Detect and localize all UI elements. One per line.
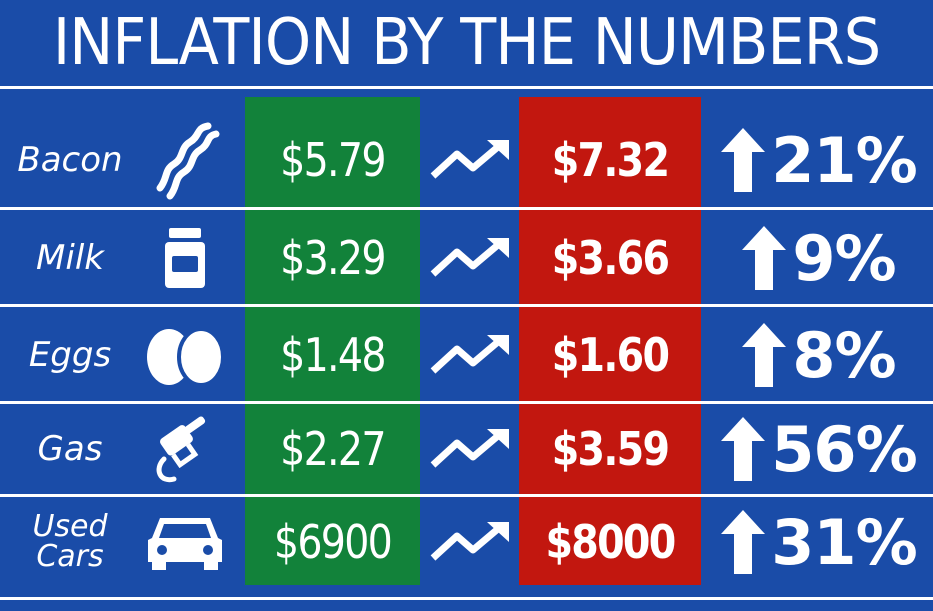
divider: [0, 86, 933, 89]
table-row: Eggs $1.48 $1.60 8%: [0, 309, 933, 401]
page-title: INFLATION BY THE NUMBERS: [52, 6, 881, 80]
new-price: $7.32: [551, 133, 670, 187]
up-arrow-icon: [721, 128, 766, 192]
new-price: $3.59: [551, 422, 670, 476]
old-price: $3.29: [280, 231, 386, 285]
percent-change: 8%: [705, 309, 933, 401]
percent-value: 56%: [771, 412, 917, 486]
trend-up-icon: [420, 403, 519, 495]
table-row: Milk $3.29 $3.66 9%: [0, 212, 933, 304]
item-label-line: Cars: [36, 539, 104, 574]
item-label: Gas: [37, 429, 103, 469]
old-price-column: [245, 97, 420, 585]
percent-change: 31%: [705, 496, 933, 588]
divider: [0, 494, 933, 497]
trend-up-icon: [420, 212, 519, 304]
new-price-column: [519, 97, 701, 585]
item-label: Milk: [36, 238, 104, 278]
percent-value: 9%: [792, 221, 896, 295]
old-price: $5.79: [280, 133, 386, 187]
up-arrow-icon: [721, 417, 766, 481]
new-price: $1.60: [551, 328, 670, 382]
up-arrow-icon: [742, 226, 787, 290]
trend-up-icon: [420, 114, 519, 206]
table-row: Bacon $5.79 $7.32 21%: [0, 114, 933, 206]
percent-value: 31%: [771, 505, 917, 579]
old-price: $6900: [273, 515, 393, 569]
milk-carton-icon: [130, 212, 240, 304]
item-label-line: Used: [32, 509, 108, 544]
bacon-icon: [130, 114, 240, 206]
old-price: $2.27: [280, 422, 386, 476]
item-label: Bacon: [17, 140, 123, 180]
up-arrow-icon: [721, 510, 766, 574]
table-row: Used Cars $6900 $8000 31%: [0, 496, 933, 588]
up-arrow-icon: [742, 323, 787, 387]
table-row: Gas $2.27 $3.59 56%: [0, 403, 933, 495]
new-price: $3.66: [551, 231, 670, 285]
percent-value: 21%: [771, 123, 917, 197]
percent-value: 8%: [792, 318, 896, 392]
percent-change: 21%: [705, 114, 933, 206]
item-label: Eggs: [28, 335, 112, 375]
trend-up-icon: [420, 496, 519, 588]
new-price: $8000: [545, 515, 676, 569]
divider: [0, 207, 933, 210]
gas-nozzle-icon: [130, 403, 240, 495]
percent-change: 56%: [705, 403, 933, 495]
percent-change: 9%: [705, 212, 933, 304]
divider: [0, 597, 933, 600]
car-icon: [130, 496, 240, 588]
old-price: $1.48: [280, 328, 386, 382]
divider: [0, 401, 933, 404]
item-label: Used Cars: [0, 496, 140, 588]
trend-up-icon: [420, 309, 519, 401]
divider: [0, 304, 933, 307]
eggs-icon: [130, 309, 240, 401]
